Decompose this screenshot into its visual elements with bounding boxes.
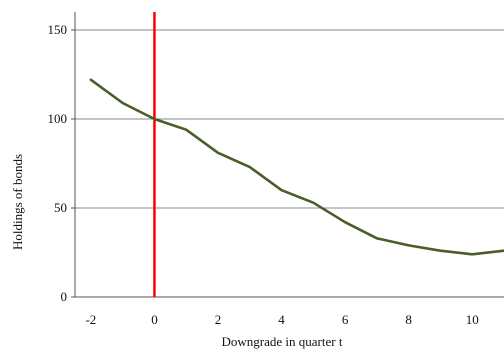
series-group [89, 78, 504, 256]
x-tick-label: 10 [466, 312, 479, 327]
x-tick-label: 8 [405, 312, 412, 327]
x-axis-title: Downgrade in quarter t [222, 334, 343, 349]
gridlines [75, 29, 504, 298]
series-line [89, 78, 504, 256]
x-axis: -2 0 2 4 6 8 10 [85, 312, 478, 327]
x-tick-label: 6 [342, 312, 349, 327]
x-tick-label: 4 [278, 312, 285, 327]
x-tick-label: 0 [151, 312, 158, 327]
y-tick-label: 150 [48, 22, 68, 37]
y-tick-label: 0 [61, 289, 68, 304]
x-tick-label: 2 [215, 312, 222, 327]
y-tick-label: 100 [48, 111, 68, 126]
y-axis: 0 50 100 150 [48, 12, 76, 304]
y-tick-label: 50 [54, 200, 67, 215]
x-tick-label: -2 [85, 312, 96, 327]
y-axis-title: Holdings of bonds [10, 154, 25, 250]
